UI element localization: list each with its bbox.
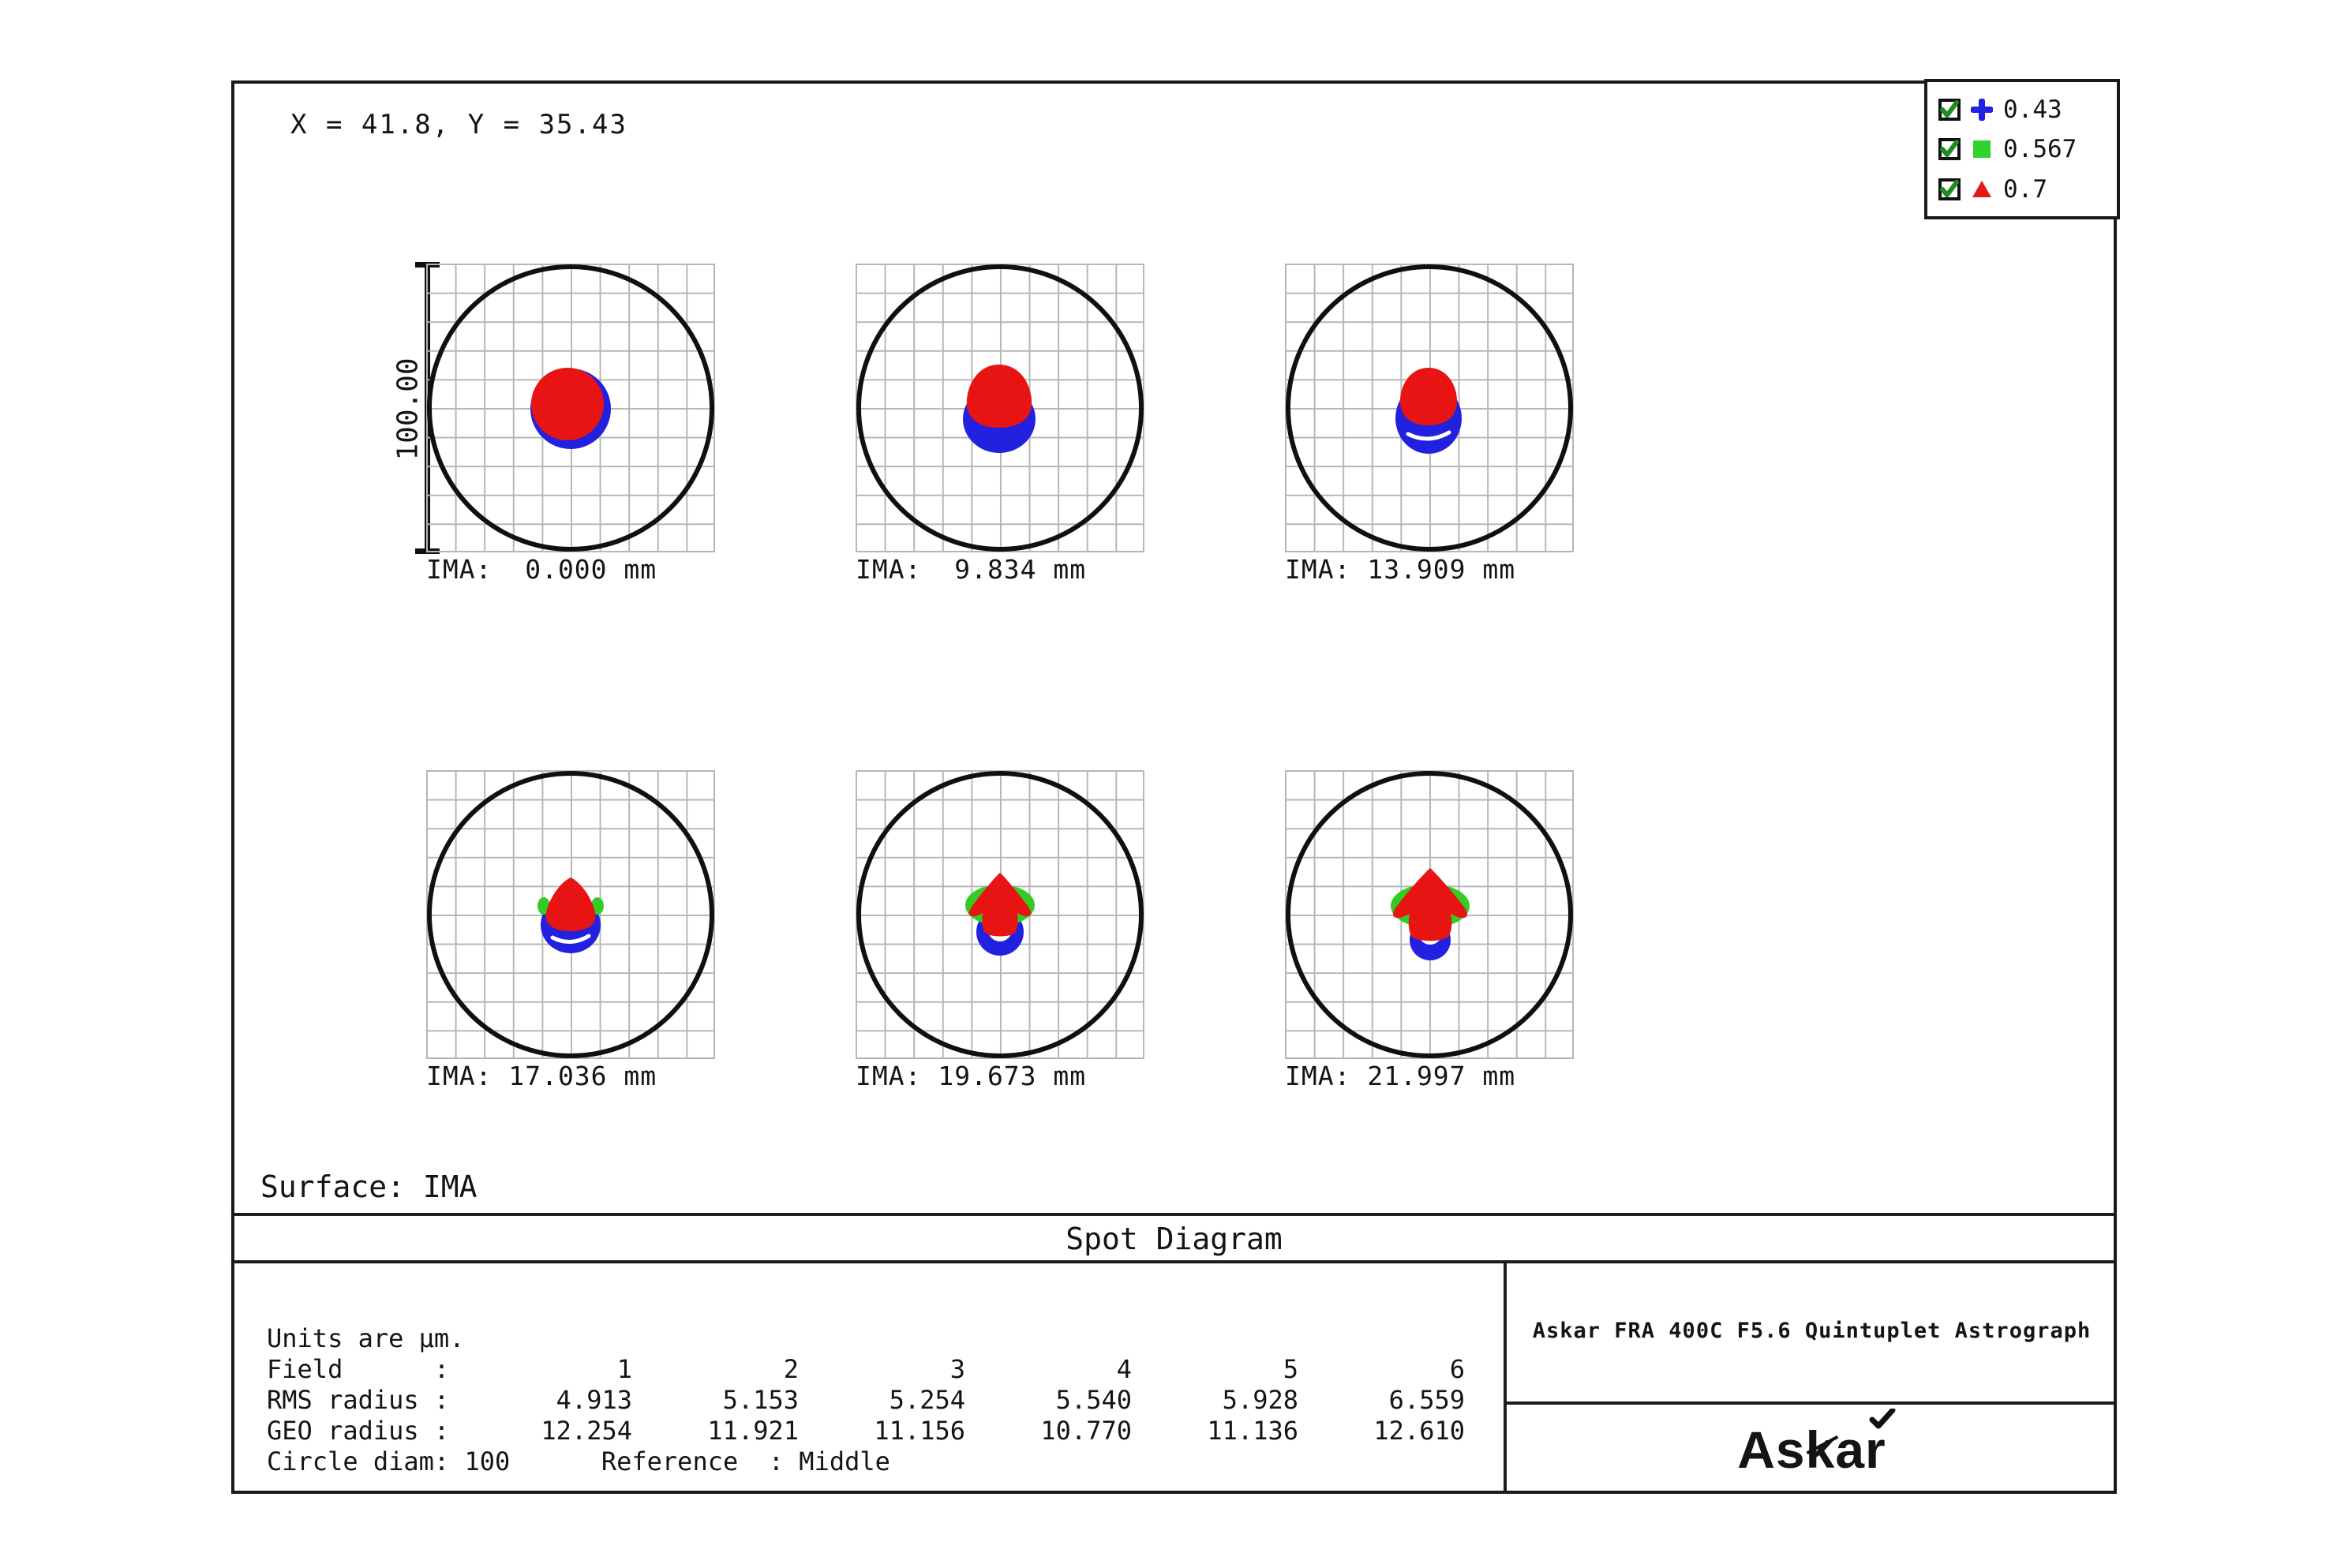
row-label: RMS radius : — [267, 1384, 450, 1415]
spot-cell-field4 — [426, 770, 715, 1059]
panel-divider — [1504, 1260, 1507, 1494]
spot-blobs-field6 — [1391, 868, 1470, 960]
circle-diam-row: Circle diam: 100 Reference : Middle — [267, 1446, 1465, 1476]
spot-red — [968, 873, 1032, 937]
geo-value: 12.610 — [1373, 1415, 1465, 1446]
logo-check-icon — [1869, 1408, 1896, 1428]
checkbox-07[interactable] — [1938, 178, 1961, 200]
spot-blobs-field1 — [530, 368, 611, 449]
legend-label: 0.7 — [2003, 174, 2047, 204]
rms-value: 5.540 — [1055, 1384, 1132, 1415]
spot-cell-field2 — [856, 264, 1144, 552]
legend-row-043: 0.43 — [1938, 94, 2117, 125]
field-value: 1 — [616, 1353, 632, 1384]
plus-marker-icon — [1971, 98, 1993, 121]
geo-value: 11.136 — [1207, 1415, 1298, 1446]
units-row: Units are μm. — [267, 1323, 1465, 1353]
row-label: GEO radius : — [267, 1415, 450, 1446]
cursor-readout: X = 41.8, Y = 35.43 — [290, 109, 627, 140]
checkbox-0567[interactable] — [1938, 138, 1961, 160]
row-label: Field : — [267, 1353, 450, 1384]
spot-red — [531, 368, 604, 440]
checkbox-043[interactable] — [1938, 98, 1961, 121]
reference-circle — [1286, 264, 1573, 552]
geo-value: 11.156 — [874, 1415, 965, 1446]
field-row: Field : 1 2 3 4 5 6 — [267, 1353, 1465, 1384]
spot-blobs-field3 — [1395, 368, 1462, 454]
reference-circle — [427, 264, 714, 552]
checkmark-icon — [1940, 99, 1959, 118]
legend-row-07: 0.7 — [1938, 174, 2117, 205]
circle-diam-text: Circle diam: 100 Reference : Middle — [267, 1446, 890, 1476]
spot-red — [1393, 868, 1467, 941]
diagram-title: Spot Diagram — [1066, 1222, 1283, 1256]
reference-circle — [856, 771, 1144, 1058]
rms-value: 6.559 — [1388, 1384, 1465, 1415]
rms-value: 5.153 — [722, 1384, 799, 1415]
spot-red — [966, 365, 1032, 428]
geo-value: 11.921 — [707, 1415, 799, 1446]
geo-row: GEO radius : 12.254 11.921 11.156 10.770… — [267, 1415, 1465, 1446]
ima-label-field3: IMA: 13.909 mm — [1285, 554, 1516, 585]
geo-value: 12.254 — [541, 1415, 632, 1446]
geo-value: 10.770 — [1040, 1415, 1132, 1446]
spot-red — [545, 878, 596, 931]
field-value: 2 — [783, 1353, 799, 1384]
legend-row-0567: 0.567 — [1938, 133, 2117, 165]
spot-blobs-field2 — [963, 365, 1036, 453]
separator-line — [231, 1213, 2117, 1216]
ima-label-field2: IMA: 9.834 mm — [856, 554, 1087, 585]
reference-circle — [427, 771, 714, 1058]
spot-red — [1399, 368, 1458, 425]
spot-cell-field5 — [856, 770, 1144, 1059]
field-value: 3 — [949, 1353, 965, 1384]
rms-value: 5.254 — [889, 1384, 965, 1415]
ima-label-field6: IMA: 21.997 mm — [1285, 1061, 1516, 1091]
legend-label: 0.43 — [2003, 95, 2062, 124]
summary-table: Units are μm. Field : 1 2 3 4 5 6 RMS ra… — [267, 1323, 1465, 1476]
spot-highlight — [550, 934, 591, 944]
spot-highlight — [1406, 430, 1451, 441]
separator-line — [231, 1260, 2117, 1263]
wavelength-legend: 0.43 0.567 0.7 — [1924, 79, 2120, 219]
spot-blobs-field5 — [965, 873, 1035, 956]
square-marker-icon — [1973, 140, 1991, 158]
ima-label-field5: IMA: 19.673 mm — [856, 1061, 1087, 1091]
reference-circle — [856, 264, 1144, 552]
checkmark-icon — [1940, 140, 1959, 157]
spot-blobs-field4 — [537, 878, 604, 953]
checkmark-icon — [1940, 179, 1959, 197]
triangle-marker-icon — [1972, 180, 1991, 197]
scale-bar-label: 100.00 — [391, 357, 425, 461]
spot-cell-field3 — [1285, 264, 1574, 552]
rms-value: 5.928 — [1222, 1384, 1298, 1415]
field-value: 4 — [1116, 1353, 1132, 1384]
plot-frame — [231, 80, 2117, 1494]
surface-label: Surface: IMA — [260, 1169, 478, 1204]
system-title: Askar FRA 400C F5.6 Quintuplet Astrograp… — [1532, 1319, 2092, 1343]
ima-label-field4: IMA: 17.036 mm — [426, 1061, 657, 1091]
field-value: 5 — [1283, 1353, 1298, 1384]
legend-label: 0.567 — [2003, 135, 2077, 163]
ima-label-field1: IMA: 0.000 mm — [426, 554, 657, 585]
field-value: 6 — [1449, 1353, 1465, 1384]
askar-logo: Askar — [1737, 1408, 1896, 1480]
spot-cell-field6 — [1285, 770, 1574, 1059]
spot-cell-field1 — [426, 264, 715, 552]
reference-circle — [1286, 771, 1573, 1058]
rms-value: 4.913 — [556, 1384, 632, 1415]
titleblock-divider — [1504, 1401, 2117, 1405]
rms-row: RMS radius : 4.913 5.153 5.254 5.540 5.9… — [267, 1384, 1465, 1415]
units-text: Units are μm. — [267, 1323, 465, 1353]
logo-box: Askar — [1507, 1405, 2117, 1494]
